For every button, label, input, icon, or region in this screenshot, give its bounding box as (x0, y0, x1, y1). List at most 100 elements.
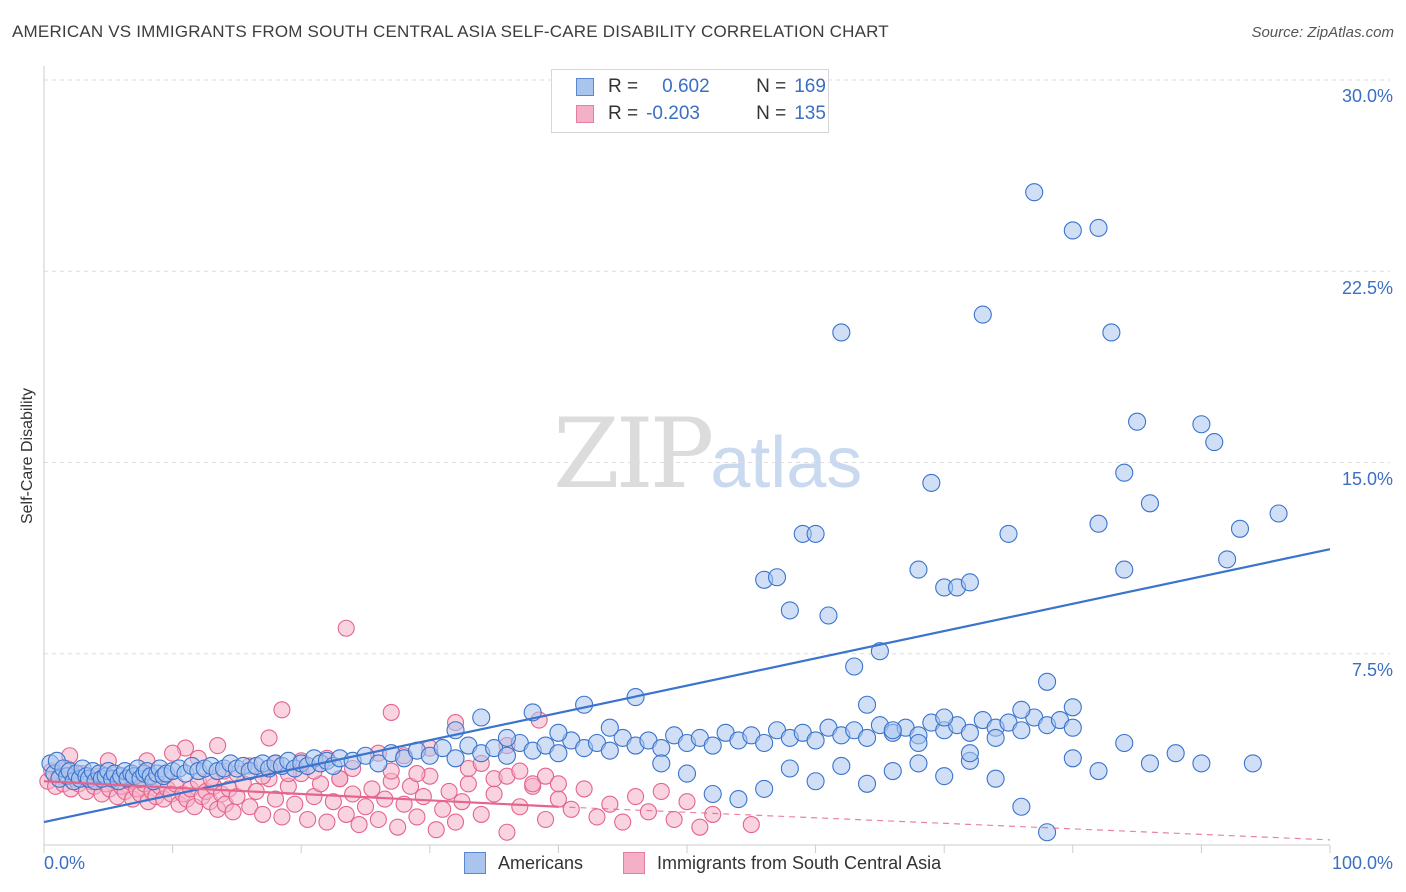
immigrants-point (678, 793, 696, 811)
americans-point (1115, 733, 1134, 753)
americans-point (909, 560, 928, 579)
legend-row-immigrants: R = -0.203 N = 135 (576, 102, 826, 126)
americans-point (960, 744, 979, 763)
immigrants-point (414, 787, 432, 806)
immigrants-point (350, 816, 368, 834)
immigrants-point (639, 803, 657, 821)
immigrants-point (209, 736, 227, 755)
immigrants-point (549, 790, 567, 808)
immigrants-point (472, 805, 490, 823)
immigrants-point (536, 810, 555, 829)
bottom-legend-swatch-pink (623, 852, 645, 874)
americans-point (1192, 754, 1211, 773)
americans-point (909, 733, 928, 753)
trend-lines (43, 548, 1331, 841)
americans-point (1230, 519, 1250, 538)
immigrants-point (408, 765, 426, 783)
legend-n-value: 135 (794, 103, 826, 124)
immigrants-point (369, 810, 387, 829)
immigrants-point (440, 782, 458, 801)
immigrants-point (164, 744, 182, 762)
legend-r-label: R = (608, 103, 639, 124)
americans-point (1243, 754, 1262, 773)
immigrants-point (627, 787, 645, 806)
americans-point (1063, 749, 1082, 768)
americans-point (1115, 463, 1134, 482)
immigrants-point (356, 798, 375, 816)
immigrants-point (459, 775, 477, 793)
bottom-legend-label: Americans (498, 852, 584, 873)
source-label: Source: ZipAtlas.com (1251, 24, 1394, 41)
immigrants-points (39, 619, 760, 841)
americans-point (497, 728, 517, 747)
immigrants-point (524, 775, 542, 793)
legend-r-value: 0.602 (662, 76, 710, 97)
americans-point (832, 756, 851, 776)
immigrants-point (382, 703, 400, 721)
bottom-legend-label: Immigrants from South Central Asia (657, 852, 942, 873)
americans-point (755, 779, 774, 798)
americans-point (806, 731, 825, 750)
watermark-zip: ZIP (553, 398, 714, 510)
x-tick-min: 0.0% (44, 853, 86, 873)
immigrants-point (363, 780, 381, 798)
americans-point (999, 524, 1018, 543)
immigrants-point (273, 701, 291, 719)
americans-point (870, 642, 889, 661)
immigrants-point (254, 805, 272, 823)
americans-point (1012, 797, 1031, 816)
immigrants-point (324, 793, 342, 811)
immigrants-point (389, 818, 407, 836)
americans-point (1192, 415, 1211, 434)
legend-r-label: R = (608, 76, 639, 97)
americans-point (600, 718, 619, 737)
americans-point (1038, 672, 1057, 691)
americans-point (1140, 494, 1160, 513)
immigrants-point (511, 798, 529, 816)
americans-point (806, 772, 825, 791)
y-tick-label: 30.0% (1341, 86, 1393, 106)
immigrants-point (511, 762, 529, 780)
y-tick-label: 22.5% (1341, 278, 1393, 298)
americans-point (1025, 183, 1044, 202)
immigrants-point (485, 785, 503, 803)
immigrants-point (665, 810, 683, 829)
americans-point (1140, 754, 1160, 773)
americans-point (549, 744, 568, 763)
americans-point (883, 721, 902, 740)
americans-point (1089, 514, 1108, 533)
immigrants-point (562, 800, 580, 818)
americans-point (369, 754, 388, 773)
americans-point (1012, 721, 1031, 740)
x-tick-max: 100.0% (1331, 853, 1393, 873)
americans-point (1012, 700, 1031, 719)
immigrants-trend-extension (558, 806, 1331, 841)
americans-point (1089, 218, 1108, 237)
americans-point (935, 708, 954, 727)
legend-row-americans: R = 0.602 N = 169 (576, 75, 826, 99)
americans-point (986, 728, 1005, 747)
americans-point (922, 473, 941, 492)
immigrants-point (691, 818, 709, 836)
americans-point (1115, 560, 1134, 579)
immigrants-point (536, 767, 555, 785)
immigrants-point (588, 808, 606, 826)
americans-point (575, 695, 594, 714)
bottom-legend-americans: Americans (464, 852, 583, 874)
legend-r-value: -0.203 (646, 103, 700, 124)
americans-point (1218, 550, 1237, 569)
americans-point (1102, 323, 1121, 342)
americans-point (832, 323, 851, 342)
axes (43, 66, 1331, 853)
americans-point (806, 524, 825, 543)
immigrants-point (427, 821, 445, 839)
legend-swatch-pink (576, 105, 594, 123)
americans-point (767, 568, 787, 587)
immigrants-point (266, 790, 285, 808)
immigrants-point (652, 782, 670, 801)
americans-point (729, 790, 748, 809)
immigrants-point (742, 816, 760, 834)
immigrants-point (704, 805, 722, 823)
americans-point (677, 764, 697, 783)
immigrants-point (382, 762, 400, 780)
